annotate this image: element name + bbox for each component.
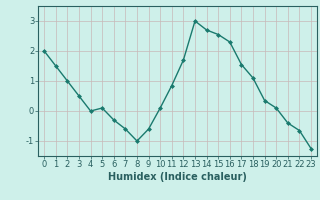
X-axis label: Humidex (Indice chaleur): Humidex (Indice chaleur)	[108, 172, 247, 182]
